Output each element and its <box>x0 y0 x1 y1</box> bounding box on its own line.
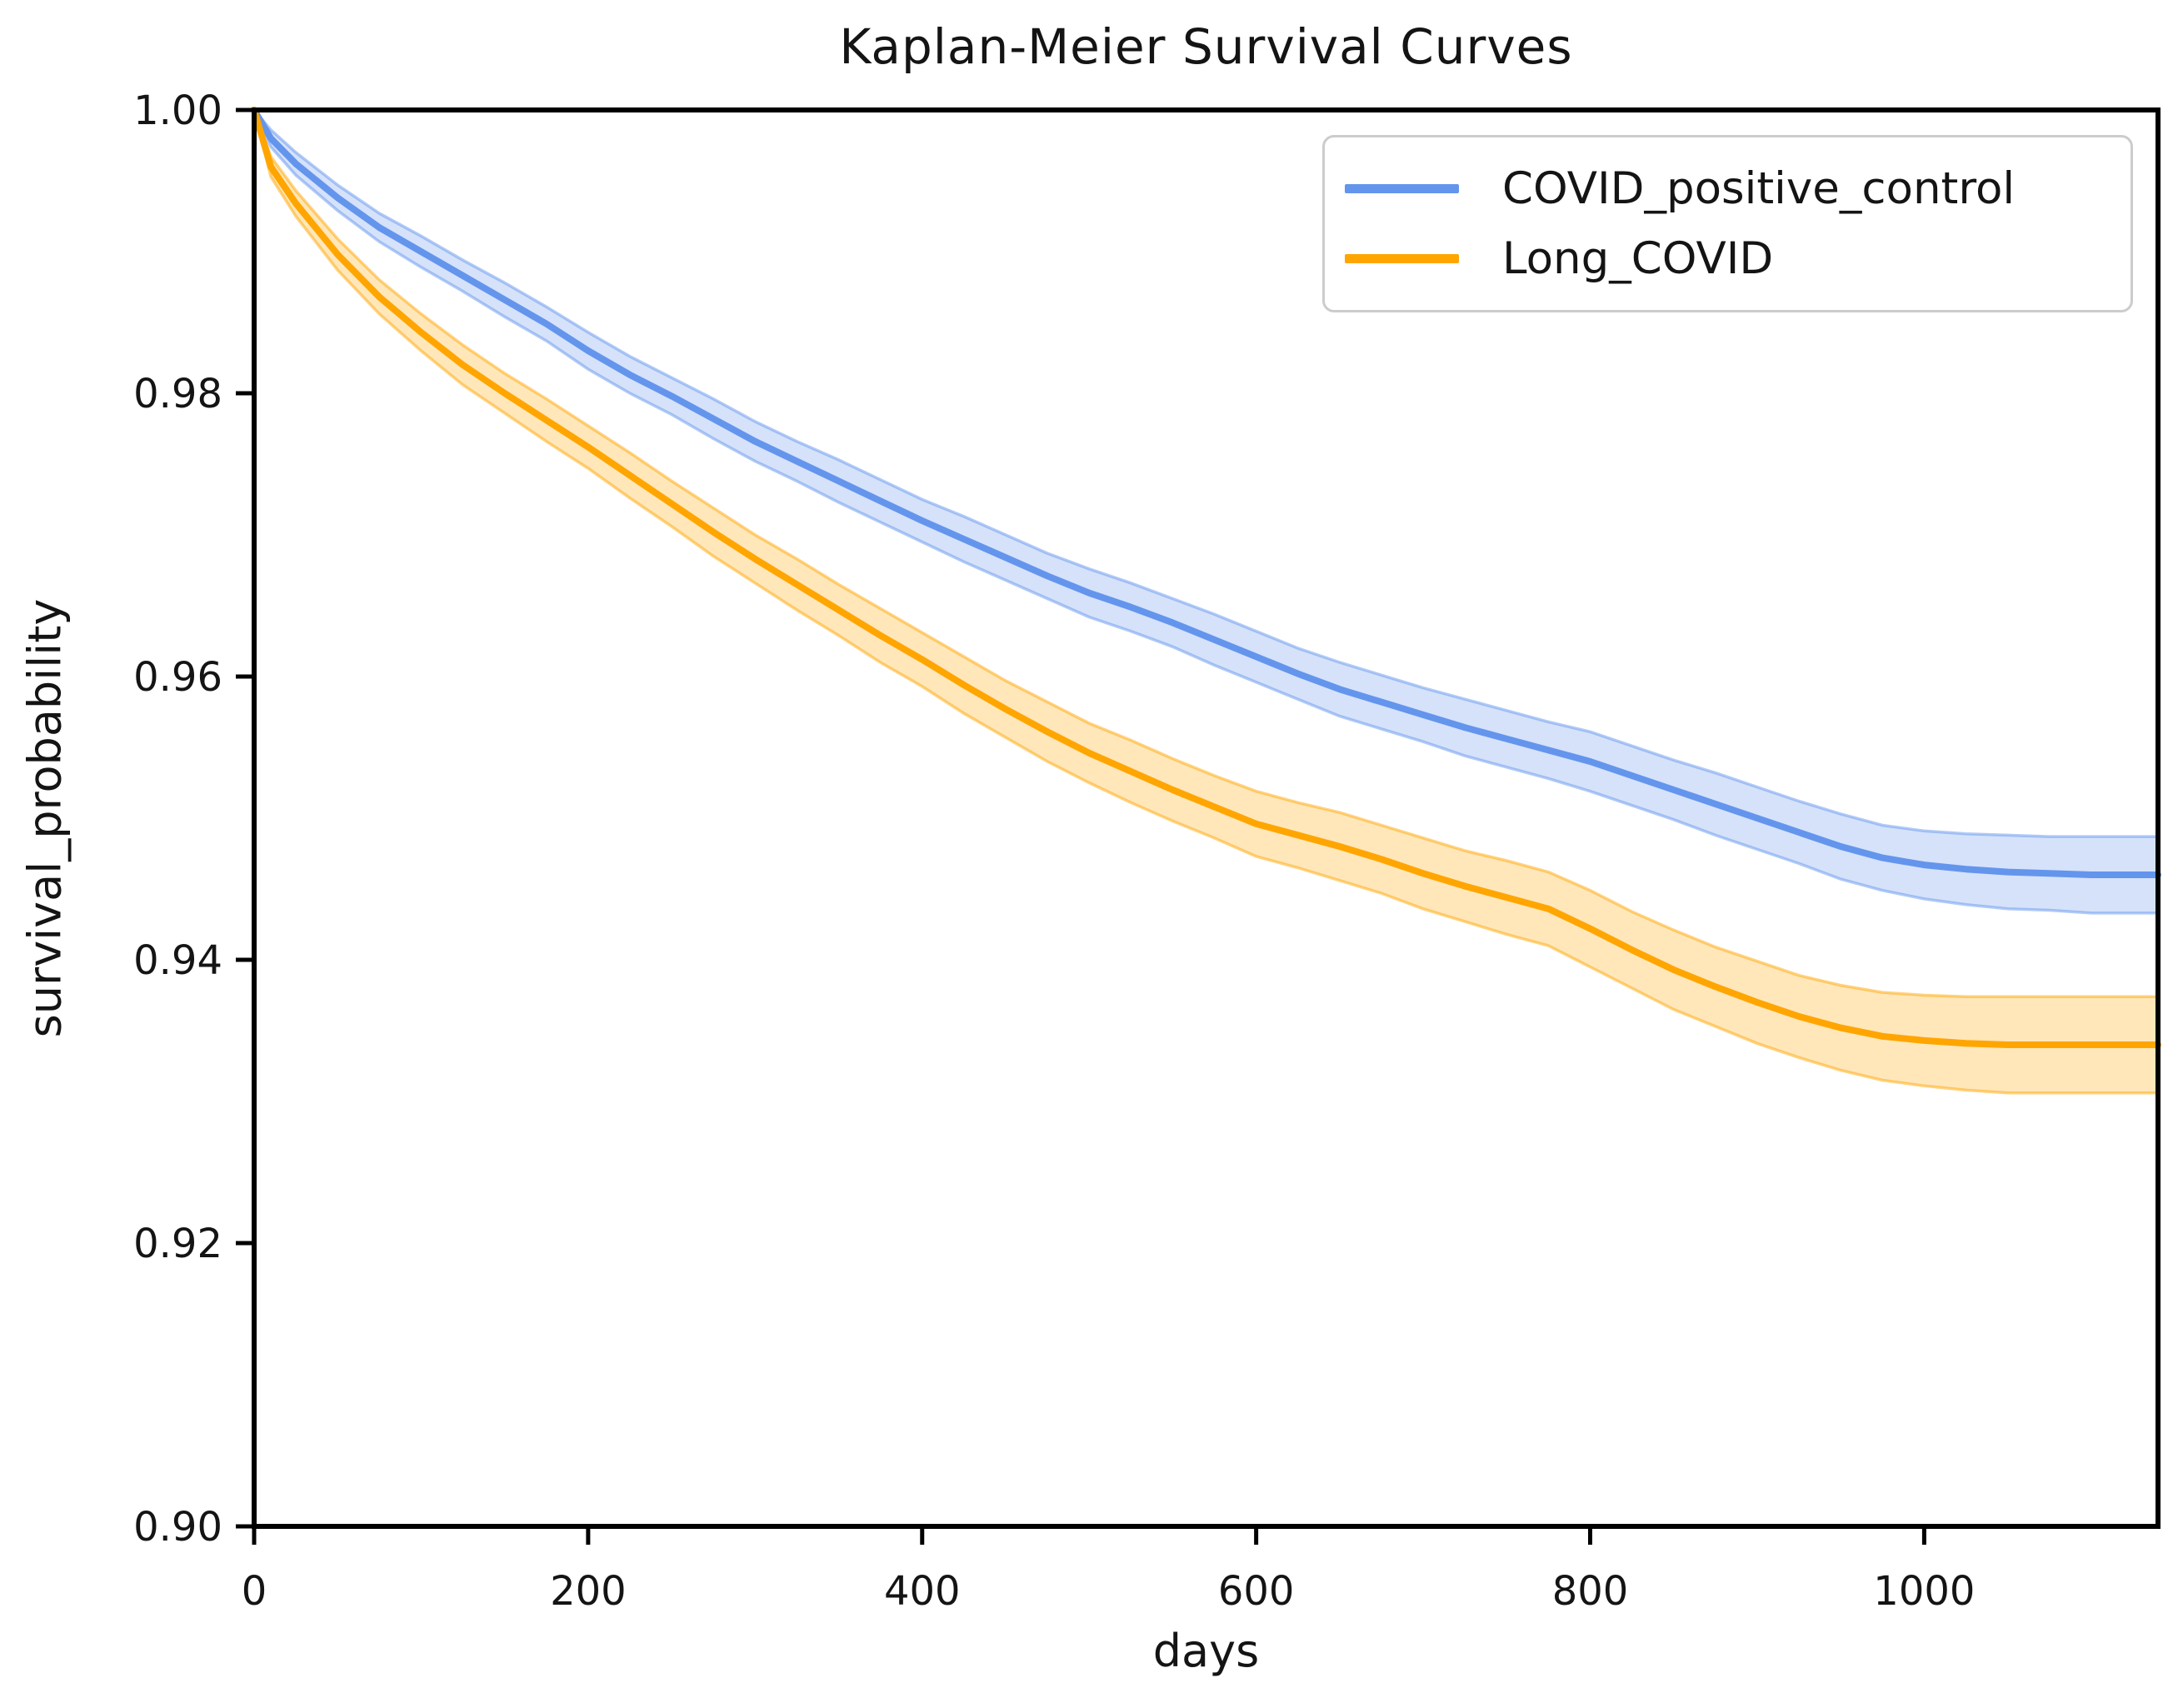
legend-line-swatch-orange <box>1345 254 1459 263</box>
x-tick-label: 0 <box>242 1568 267 1615</box>
legend-item-covid-positive-control: COVID_positive_control <box>1345 163 2111 214</box>
x-tick-label: 800 <box>1552 1568 1629 1615</box>
ci-upper-edge-Long_COVID <box>252 109 2158 998</box>
y-tick-label: 0.92 <box>133 1221 222 1267</box>
survival-curve-COVID_positive_control <box>251 107 2161 878</box>
legend-label: COVID_positive_control <box>1502 163 2016 214</box>
y-tick-label: 0.96 <box>133 654 222 701</box>
legend-label: Long_COVID <box>1502 233 1774 284</box>
y-tick-label: 1.00 <box>133 87 222 134</box>
x-axis-label: days <box>1152 1625 1260 1677</box>
y-tick-label: 0.90 <box>133 1504 222 1551</box>
y-tick-label: 0.98 <box>133 371 222 417</box>
ci-upper-edge-COVID_positive_control <box>252 108 2158 838</box>
x-tick-label: 600 <box>1218 1568 1295 1615</box>
legend: COVID_positive_control Long_COVID <box>1322 135 2133 312</box>
legend-line-swatch-blue <box>1345 184 1459 193</box>
x-tick-label: 200 <box>550 1568 627 1615</box>
axes-spines <box>252 107 2161 1529</box>
legend-item-long-covid: Long_COVID <box>1345 233 2111 284</box>
x-tick-label: 400 <box>884 1568 961 1615</box>
ci-lower-edge-Long_COVID <box>252 109 2158 1095</box>
y-tick-label: 0.94 <box>133 937 222 984</box>
y-axis-label: survival_probability <box>18 598 72 1038</box>
chart-title: Kaplan-Meier Survival Curves <box>839 18 1573 75</box>
ci-lower-edge-COVID_positive_control <box>252 109 2158 915</box>
x-tick-label: 1000 <box>1873 1568 1975 1615</box>
survival-curve-Long_COVID <box>251 107 2161 1048</box>
